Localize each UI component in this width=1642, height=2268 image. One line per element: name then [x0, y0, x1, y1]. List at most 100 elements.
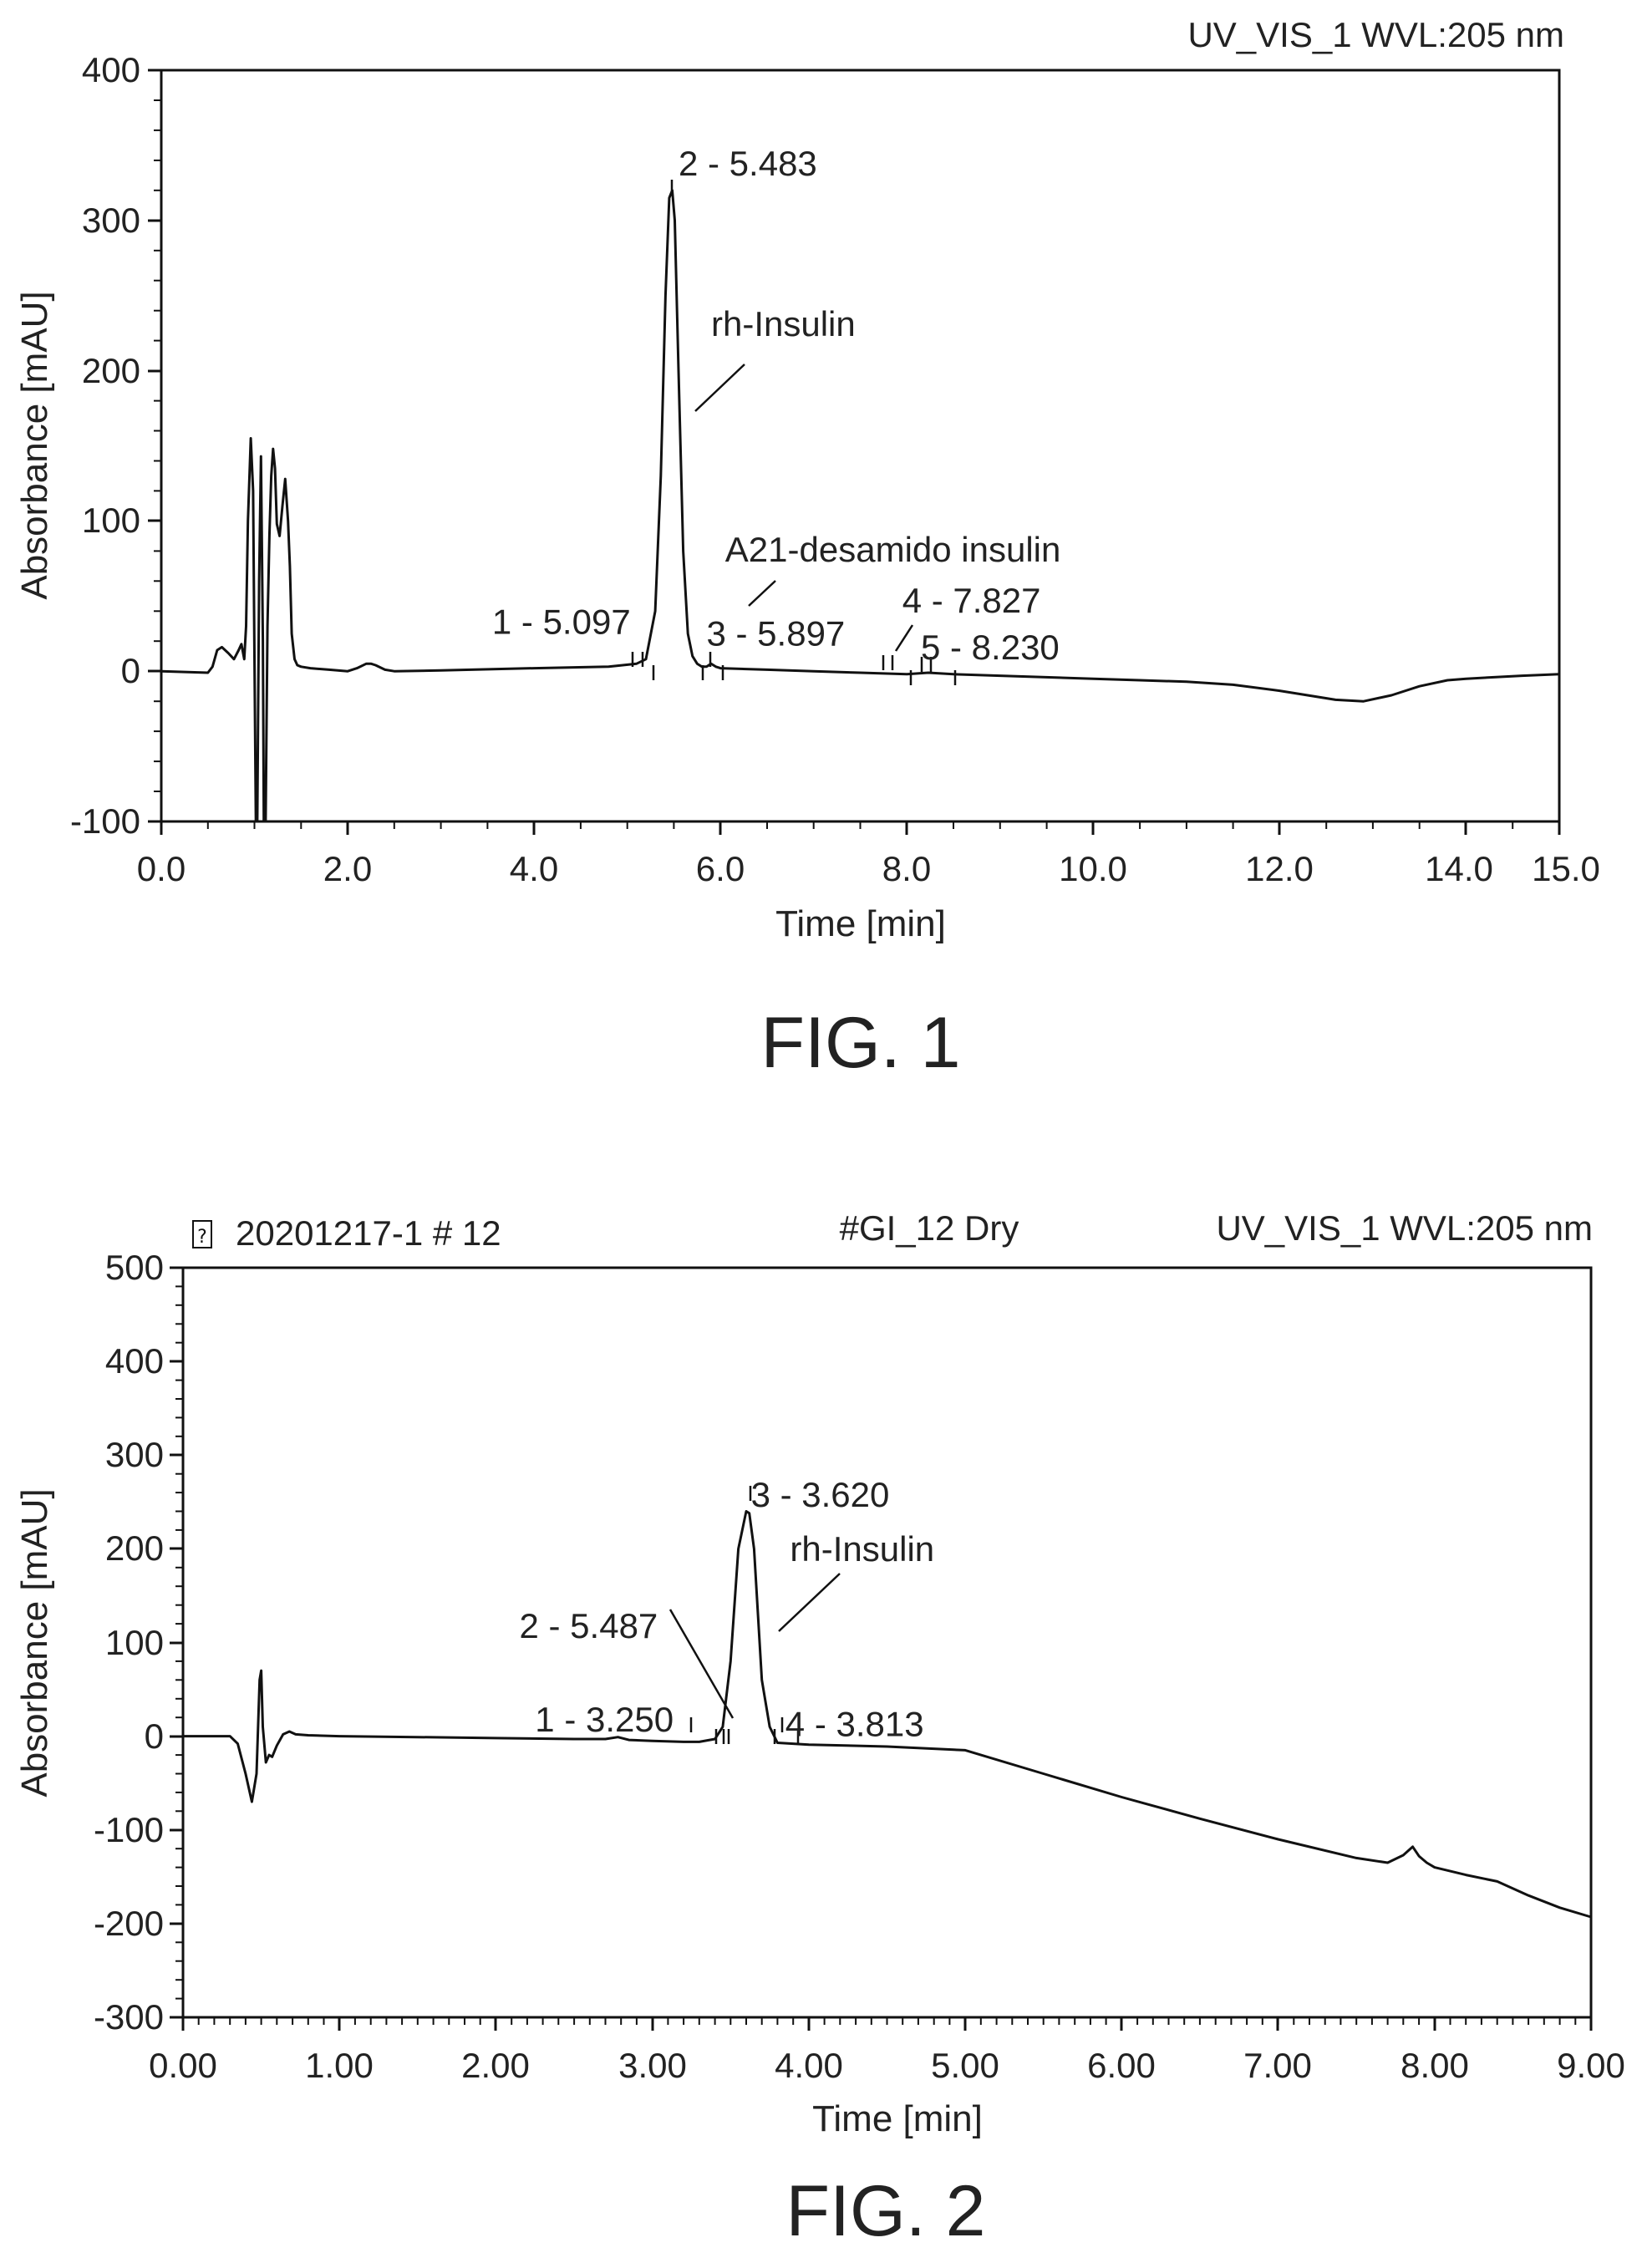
fig2-xtick: 2.00 — [461, 2017, 530, 2085]
fig1-xtick-label: 15.0 — [1532, 849, 1600, 888]
fig1-leader-peak4 — [894, 624, 914, 652]
fig2-ytick-label: 500 — [105, 1248, 164, 1287]
fig2-series-trace — [183, 1510, 1592, 1919]
fig2-x-axis: 0.00 1.00 2.00 3.00 4.00 5.00 6.00 7.00 … — [149, 2017, 1625, 2085]
fig1-leader-a21 — [748, 580, 776, 607]
fig2-xtick-label: 4.00 — [775, 2046, 843, 2085]
fig2-xtick-label: 0.00 — [149, 2046, 217, 2085]
fig2-xtick: 3.00 — [618, 2017, 687, 2085]
fig1-minor-ticks — [154, 69, 1560, 829]
fig2-header-right: UV_VIS_1 WVL:205 nm — [1216, 1208, 1593, 1248]
fig1-xtick: 0.0 — [137, 821, 186, 888]
fig2-xtick: 0.00 — [149, 2017, 217, 2085]
fig1-xtick: 4.0 — [510, 821, 558, 888]
fig1-xtick-label: 4.0 — [510, 849, 558, 888]
fig2-minor-ticks — [175, 1267, 1592, 2025]
fig2-ytick: 300 — [105, 1435, 183, 1474]
fig1-y-axis-title: Absorbance [mAU] — [14, 291, 55, 599]
fig2-ytick: 500 — [105, 1248, 183, 1287]
fig2-leader-peak2 — [668, 1609, 735, 1719]
fig2-peak-markers — [689, 1486, 800, 1744]
fig1-xtick-label: 6.0 — [696, 849, 745, 888]
fig2-annotation-label: rh-Insulin — [790, 1529, 934, 1569]
fig1-xtick-label: 12.0 — [1245, 849, 1314, 888]
fig2-caption: FIG. 2 — [786, 2171, 986, 2251]
fig2-y-axis: -300 -200 -100 0 100 200 300 400 500 — [94, 1248, 183, 2037]
fig2-ytick: -100 — [94, 1810, 183, 1849]
fig2-annotation-label: 3 - 3.620 — [751, 1475, 890, 1514]
fig2-xtick-label: 7.00 — [1243, 2046, 1312, 2085]
fig1-plot-frame — [160, 69, 1561, 823]
fig2-annotations — [668, 1573, 841, 1719]
fig2-annotation-label: 2 - 5.487 — [520, 1606, 658, 1645]
fig1-ytick-label: -100 — [70, 801, 140, 841]
fig1-ytick-label: 300 — [82, 201, 140, 240]
fig1-xtick: 10.0 — [1059, 821, 1127, 888]
fig2-xtick-label: 9.00 — [1557, 2046, 1625, 2085]
fig2-xtick: 7.00 — [1243, 2017, 1312, 2085]
fig2-annotation-labels: 3 - 3.620 rh-Insulin 2 - 5.487 1 - 3.250 4 -… — [520, 1475, 935, 1744]
fig1-annotation-label: A21-desamido insulin — [725, 530, 1061, 569]
chart-fig2: ? 20201217-1 # 12 #GI_12 Dry UV_VIS_1 WV… — [14, 1208, 1625, 2251]
fig2-xtick: 5.00 — [931, 2017, 999, 2085]
fig2-ytick: 100 — [105, 1623, 183, 1662]
svg-text:?: ? — [197, 1227, 207, 1248]
fig2-ytick-label: -300 — [94, 1997, 164, 2037]
fig2-ytick-label: 300 — [105, 1435, 164, 1474]
fig1-annotation-label: 4 - 7.827 — [902, 581, 1041, 620]
fig2-ytick-label: -100 — [94, 1810, 164, 1849]
fig1-ytick-label: 200 — [82, 351, 140, 390]
fig1-ytick: -100 — [70, 801, 161, 841]
fig2-y-axis-title: Absorbance [mAU] — [14, 1488, 55, 1797]
fig1-annotation-labels: 2 - 5.483 rh-Insulin A21-desamido insulin 1… — [492, 144, 1060, 667]
fig2-header-left: 20201217-1 # 12 — [236, 1213, 501, 1253]
fig2-annotation-label: 4 - 3.813 — [785, 1705, 924, 1744]
fig2-ytick-label: 100 — [105, 1623, 164, 1662]
fig2-plot-frame — [181, 1266, 1593, 2019]
fig2-xtick: 8.00 — [1401, 2017, 1469, 2085]
fig1-peak-markers — [631, 180, 957, 685]
fig1-ytick-label: 400 — [82, 50, 140, 89]
fig1-xtick-label: 10.0 — [1059, 849, 1127, 888]
fig1-xtick-label: 8.0 — [882, 849, 931, 888]
fig1-xtick: 12.0 — [1245, 821, 1314, 888]
fig2-leader-rh-insulin — [778, 1573, 841, 1632]
unknown-glyph-icon: ? — [192, 1220, 212, 1248]
fig2-xtick-label: 8.00 — [1401, 2046, 1469, 2085]
fig2-annotation-label: 1 - 3.250 — [535, 1700, 674, 1739]
fig1-trace-layer — [160, 189, 1560, 823]
fig2-ytick: -200 — [94, 1904, 183, 1943]
fig1-ytick-label: 0 — [121, 651, 140, 690]
fig1-ytick: 100 — [82, 501, 161, 540]
fig2-ytick-label: 200 — [105, 1528, 164, 1568]
fig1-leader-rh-insulin — [694, 364, 745, 412]
fig1-xtick: 6.0 — [696, 821, 745, 888]
fig1-caption: FIG. 1 — [761, 1003, 961, 1083]
fig1-annotation-label: 1 - 5.097 — [492, 602, 631, 641]
fig1-xtick-label: 0.0 — [137, 849, 186, 888]
fig1-xtick: 14.0 — [1425, 821, 1493, 888]
fig1-annotation-label: 3 - 5.897 — [707, 614, 846, 653]
fig2-ytick-label: -200 — [94, 1904, 164, 1943]
fig2-ytick-label: 0 — [145, 1716, 164, 1756]
fig2-xtick-label: 5.00 — [931, 2046, 999, 2085]
fig2-ytick-label: 400 — [105, 1341, 164, 1381]
fig2-xtick: 4.00 — [775, 2017, 843, 2085]
fig2-xtick-label: 2.00 — [461, 2046, 530, 2085]
fig1-series-trace — [160, 189, 1560, 823]
chart-fig1: UV_VIS_1 WVL:205 nm -100 0 100 200 300 4… — [14, 15, 1600, 1083]
fig2-x-axis-title: Time [min] — [812, 2098, 983, 2139]
fig2-ytick: -300 — [94, 1997, 183, 2037]
fig2-xtick-label: 3.00 — [618, 2046, 687, 2085]
fig1-header-right: UV_VIS_1 WVL:205 nm — [1187, 15, 1564, 54]
fig2-xtick: 9.00 — [1557, 2017, 1625, 2085]
fig1-y-axis: -100 0 100 200 300 400 — [70, 50, 161, 841]
fig1-xtick-label: 14.0 — [1425, 849, 1493, 888]
fig2-ytick: 400 — [105, 1341, 183, 1381]
fig1-ytick-label: 100 — [82, 501, 140, 540]
fig1-ytick: 400 — [82, 50, 161, 89]
fig1-ytick: 200 — [82, 351, 161, 390]
fig1-x-axis: 0.0 2.0 4.0 6.0 8.0 10.0 12.0 14.0 15.0 — [137, 821, 1600, 888]
fig2-ytick: 200 — [105, 1528, 183, 1568]
